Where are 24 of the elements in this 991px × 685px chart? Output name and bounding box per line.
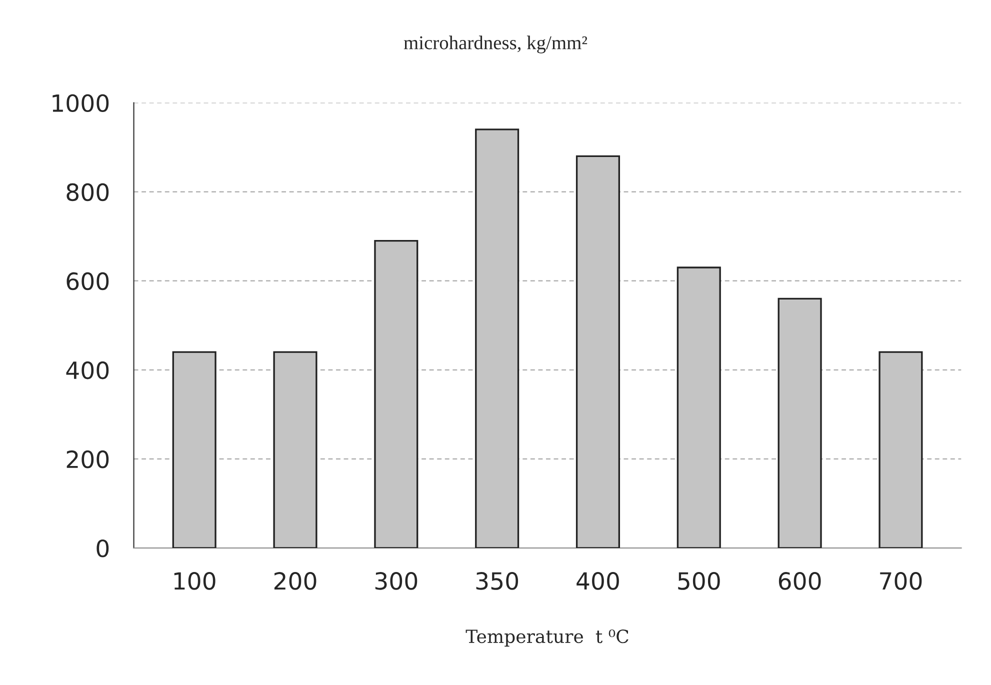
- x-tick-label: 300: [375, 572, 418, 590]
- chart-title: microhardness, kg/mm²: [404, 36, 588, 54]
- bar: [778, 298, 822, 548]
- bar: [676, 266, 721, 548]
- x-tick-label: 700: [880, 572, 922, 590]
- bar: [576, 155, 620, 548]
- y-tick-label: 0: [96, 539, 109, 558]
- y-tick-label: 600: [66, 272, 109, 290]
- bar: [475, 128, 520, 548]
- y-tick-label: 1000: [52, 94, 109, 112]
- bar: [878, 351, 923, 548]
- x-tick-label: 400: [576, 572, 619, 590]
- bar: [374, 240, 418, 548]
- y-tick-label: 400: [66, 361, 109, 380]
- y-tick-label: 200: [66, 450, 109, 468]
- x-axis-title: Temperature t ⁰C: [466, 630, 628, 647]
- y-tick-label: 800: [66, 183, 109, 202]
- x-tick-label: 600: [778, 572, 821, 590]
- x-tick-label: 200: [274, 572, 316, 590]
- x-tick-label: 350: [476, 572, 518, 590]
- x-tick-label: 500: [678, 572, 720, 590]
- bar: [172, 351, 216, 548]
- bar: [273, 351, 318, 548]
- x-tick-label: 100: [174, 572, 216, 590]
